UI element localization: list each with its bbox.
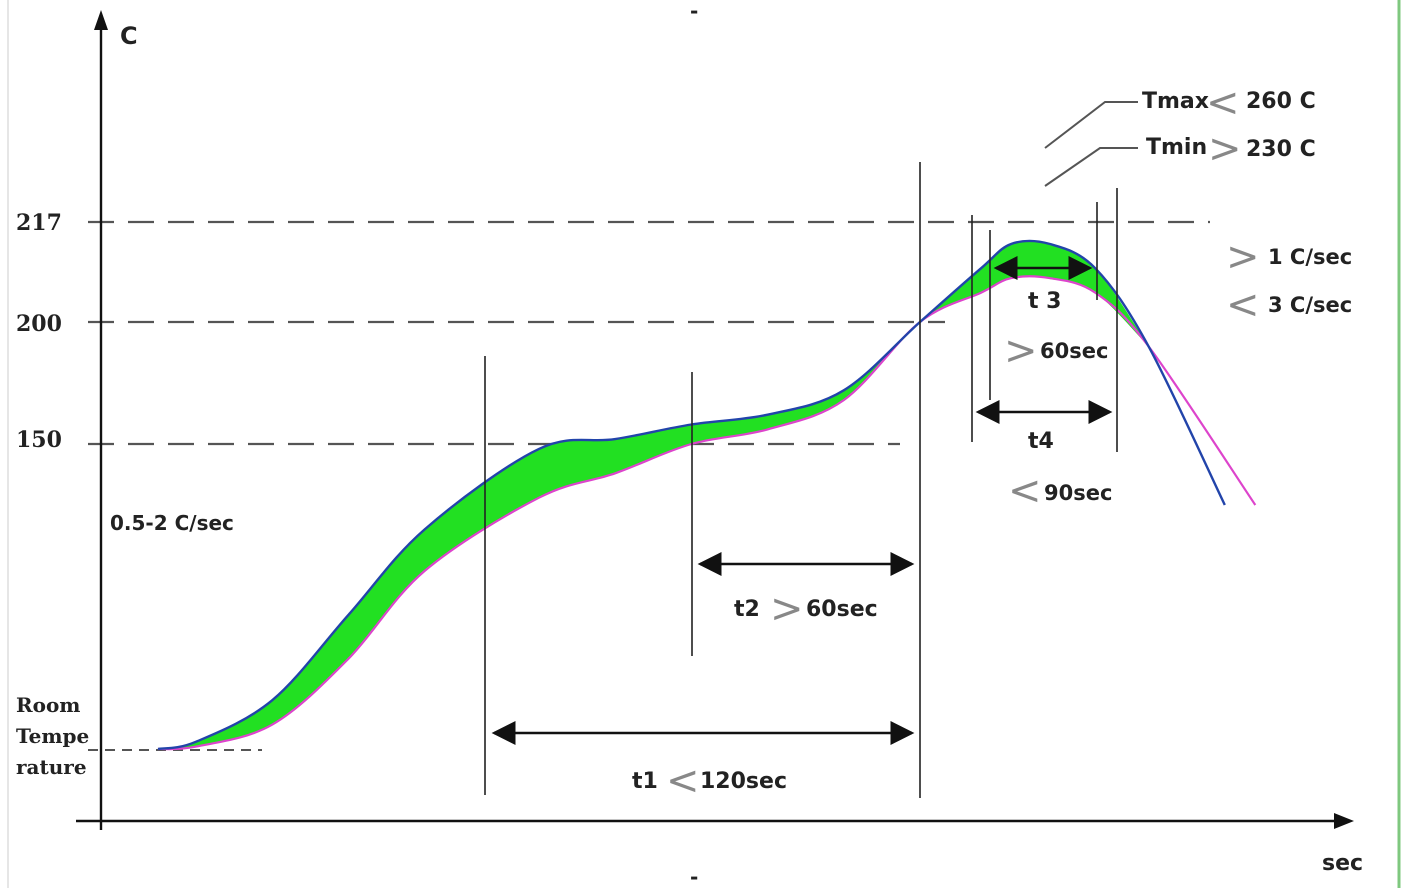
x-axis-label: sec	[1322, 851, 1363, 876]
t4-symbol: <	[1008, 468, 1042, 514]
tmin-name: Tmin	[1146, 135, 1207, 160]
x-axis-arrowhead	[1334, 813, 1354, 829]
y-label-room-2: Tempe	[16, 724, 89, 748]
tmin-symbol: >	[1208, 126, 1242, 172]
y-axis-arrowhead	[94, 10, 108, 30]
tmax-symbol: <	[1206, 80, 1240, 126]
top-mark: -	[690, 0, 698, 23]
y-tick-200: 200	[16, 311, 62, 337]
cooling-min-symbol: >	[1226, 234, 1260, 280]
t4-text: 90sec	[1044, 481, 1112, 505]
y-tick-150: 150	[16, 427, 62, 453]
y-axis-label: C	[120, 22, 138, 50]
tmin-value: 230 C	[1246, 137, 1316, 162]
cooling-max-symbol: <	[1226, 282, 1260, 328]
t3-text: 60sec	[1040, 339, 1108, 363]
tmax-value: 260 C	[1246, 89, 1316, 114]
t2-text: 60sec	[806, 597, 878, 622]
y-label-room-3: rature	[16, 755, 87, 779]
y-label-room-1: Room	[16, 693, 80, 717]
y-tick-217: 217	[16, 210, 62, 236]
leader-tmin	[1045, 148, 1138, 186]
t2-symbol: >	[770, 586, 804, 632]
bottom-mark: -	[690, 865, 698, 888]
tmax-name: Tmax	[1142, 89, 1209, 114]
ramp-rate-label: 0.5-2 C/sec	[110, 511, 234, 535]
leader-tmax	[1045, 102, 1138, 148]
profile-band-fill	[158, 241, 1149, 749]
t3-name: t 3	[1028, 289, 1061, 314]
cooling-max-text: 3 C/sec	[1268, 293, 1352, 317]
t1-text: 120sec	[700, 769, 787, 794]
t3-symbol: >	[1004, 328, 1038, 374]
cooling-min-text: 1 C/sec	[1268, 245, 1352, 269]
t1-name: t1	[632, 769, 658, 794]
t2-name: t2	[734, 597, 760, 622]
t1-symbol: <	[666, 758, 700, 804]
t4-name: t4	[1028, 429, 1054, 454]
